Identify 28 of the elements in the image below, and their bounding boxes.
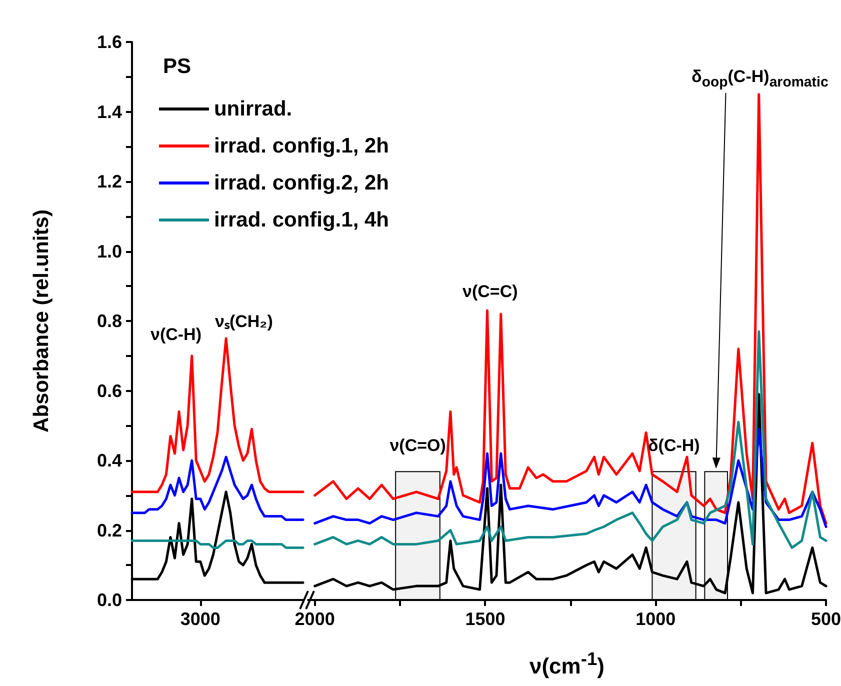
annotation: ν(C-H) (150, 325, 202, 344)
y-tick-label: 0.8 (96, 311, 122, 331)
x-tick-label: 1500 (465, 609, 506, 629)
y-tick-label: 1.0 (96, 241, 122, 262)
band-label: ν(C=O) (390, 436, 446, 455)
y-tick-label: 0.0 (96, 590, 122, 610)
band-label: δ(C-H) (648, 436, 700, 455)
x-tick-label: 3000 (180, 609, 220, 629)
x-tick-label: 500 (810, 609, 841, 629)
y-axis-title: Absorbance (rel.units) (30, 210, 53, 432)
legend-label: irrad. config.1, 2h (214, 134, 390, 158)
x-tick-label: 2000 (294, 609, 335, 629)
legend-label: irrad. config.2, 2h (214, 172, 390, 194)
legend-label: unirrad. (214, 98, 292, 120)
annotation: δ$_{oop}$(C-H)$_{aromatic}$ (692, 67, 828, 90)
y-tick-label: 1.6 (96, 32, 122, 52)
y-tick-label: 0.2 (96, 520, 122, 540)
y-tick-label: 1.4 (96, 102, 122, 122)
legend-title: PS (163, 55, 192, 78)
line-series (130, 456, 304, 522)
annotation: ν(C=C) (462, 282, 518, 301)
legend-label: irrad. config.1, 4h (214, 208, 390, 232)
annotation: νₛ(CH₂) (215, 312, 273, 331)
x-tick-label: 1000 (636, 609, 676, 629)
y-tick-label: 0.6 (96, 380, 122, 401)
y-tick-label: 0.4 (96, 450, 122, 470)
x-axis-title: ν(cm$^{-1}$) (530, 648, 604, 678)
y-tick-label: 1.2 (96, 172, 122, 192)
